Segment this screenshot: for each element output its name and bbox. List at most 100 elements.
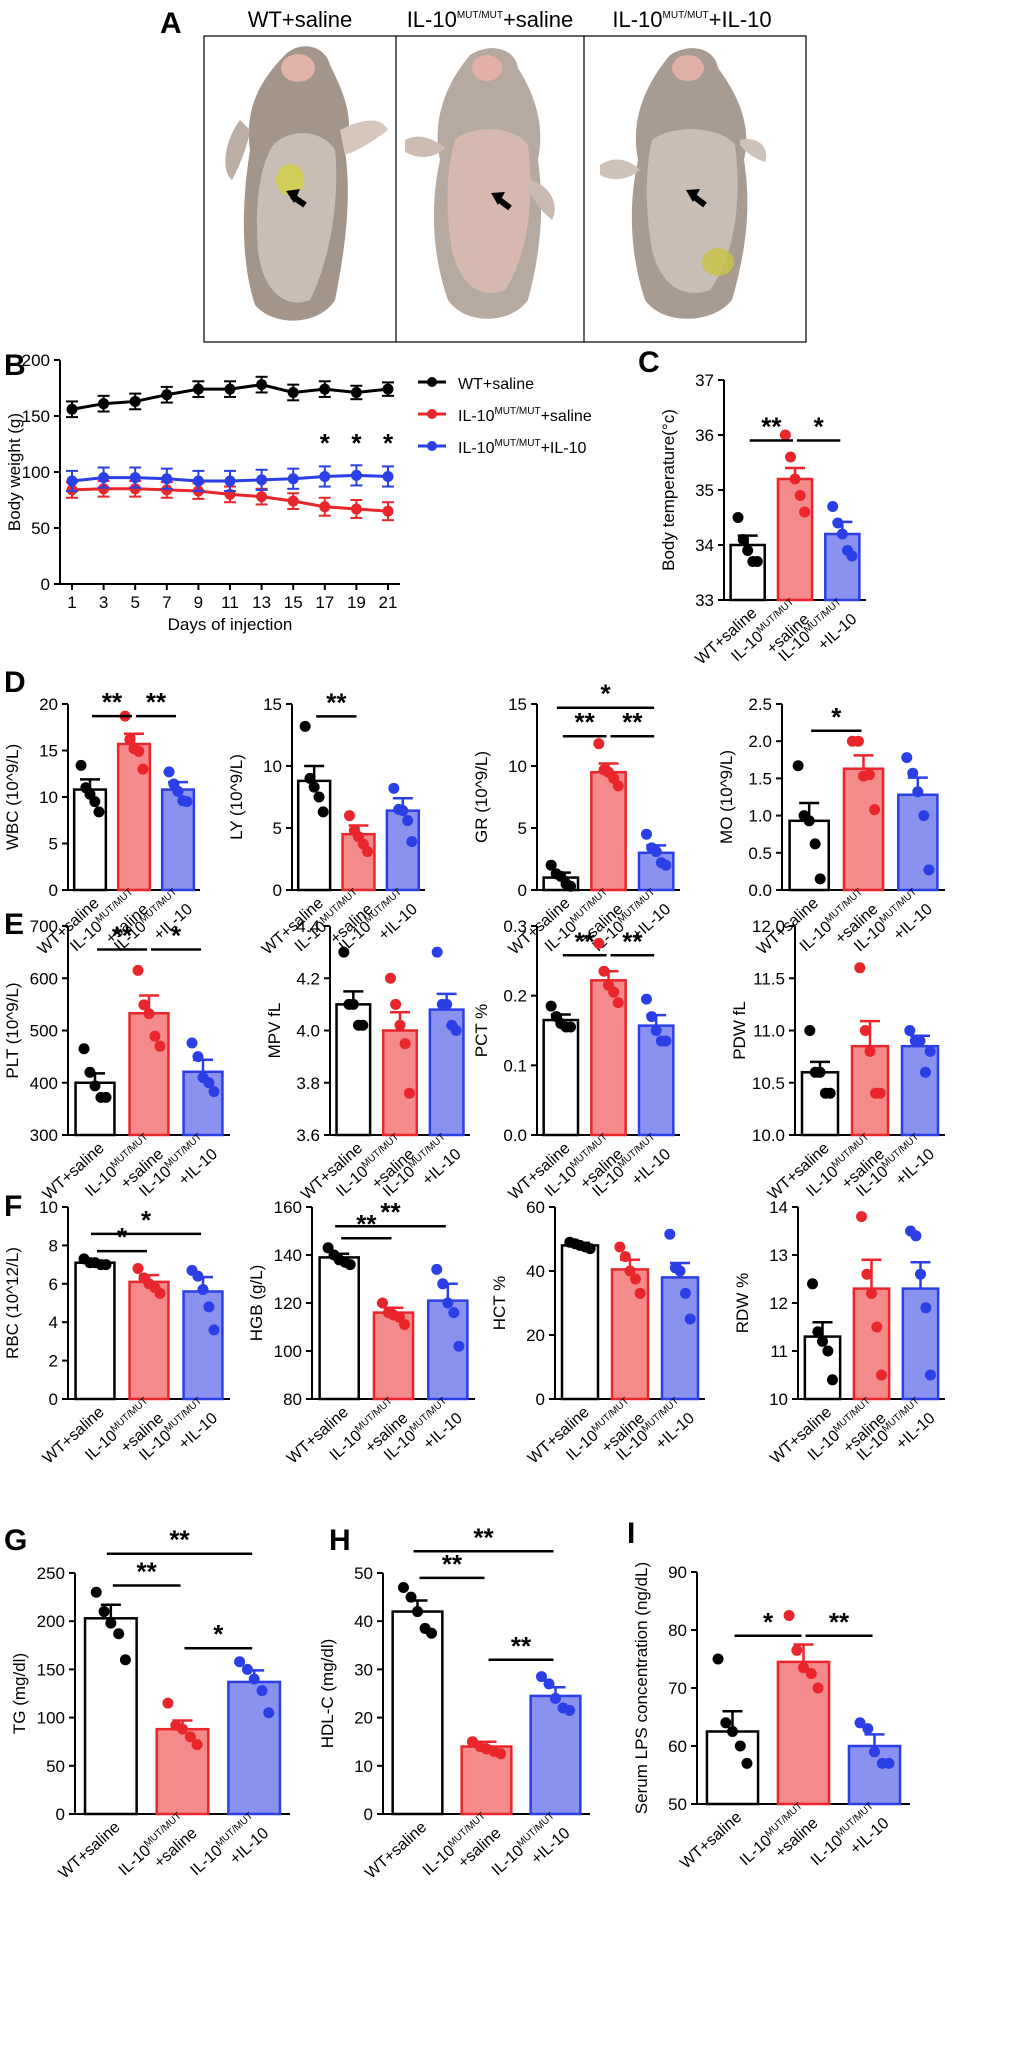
bar-group-mut: [776, 429, 814, 602]
y-axis-label: RDW %: [733, 1273, 752, 1333]
bar-wt: [800, 1071, 840, 1137]
data-point: [871, 1321, 883, 1333]
legend-label-il10: IL-10MUT/MUT+IL-10: [458, 438, 586, 457]
significance-star: *: [383, 428, 394, 458]
y-axis-label: GR (10^9/L): [472, 751, 491, 843]
data-point: [737, 534, 749, 545]
y-tick-label: 0.1: [503, 1056, 527, 1075]
data-point: [98, 1606, 110, 1618]
panel-label-g: G: [4, 1524, 27, 1557]
y-tick-label: 70: [668, 1679, 687, 1698]
y-tick-label: 0.2: [503, 987, 527, 1006]
y-tick-label: 10: [39, 1198, 58, 1217]
data-point: [550, 1692, 561, 1704]
significance-star: **: [511, 1631, 532, 1661]
bar-wt: [705, 1730, 760, 1806]
data-point: [798, 1662, 809, 1674]
data-point: [98, 472, 110, 484]
y-tick-label: 700: [30, 917, 58, 936]
bar-mut: [776, 477, 814, 602]
y-tick-label: 34: [695, 536, 714, 555]
data-point: [402, 815, 414, 827]
bar-il10: [897, 793, 939, 892]
y-tick-label: 12.0: [752, 917, 785, 936]
panel-label-c: C: [638, 346, 660, 379]
significance-star: **: [146, 687, 167, 717]
y-axis-label: TG (mg/dl): [10, 1653, 29, 1734]
data-point: [287, 386, 299, 398]
data-point: [287, 495, 299, 507]
data-point: [203, 1077, 215, 1089]
photo-title-mut-saline: IL-10MUT/MUT+saline: [407, 7, 574, 32]
bar-group-mut: [590, 738, 627, 892]
data-point: [732, 512, 744, 523]
data-point: [100, 1091, 112, 1103]
bar-il10: [824, 532, 861, 602]
y-tick-label: 0: [49, 881, 58, 900]
data-point: [674, 1265, 686, 1277]
data-point: [608, 986, 620, 998]
bar-il10: [660, 1276, 700, 1401]
photo-title-wt: WT+saline: [248, 7, 353, 32]
legend-marker-mut: [427, 409, 437, 419]
data-point: [263, 1707, 275, 1719]
y-tick-label: 11.5: [753, 969, 785, 988]
x-label-wt: WT+saline: [362, 1819, 430, 1883]
y-tick-label: 50: [46, 1757, 65, 1776]
data-point: [545, 859, 557, 871]
x-tick-label: 3: [99, 593, 108, 612]
data-point: [660, 1035, 672, 1047]
data-point: [684, 1313, 696, 1325]
y-axis-label: PDW fL: [730, 1001, 749, 1060]
y-tick-label: 33: [695, 591, 714, 610]
data-point: [854, 962, 866, 974]
bar-group-mut: [842, 735, 885, 892]
y-tick-label: 36: [695, 426, 714, 445]
x-tick-label: 21: [379, 593, 398, 612]
bar-mut: [381, 1029, 419, 1137]
data-point: [803, 815, 815, 827]
bar-group-il10: [182, 1037, 224, 1137]
y-tick-label: 400: [30, 1074, 58, 1093]
y-tick-label: 4.4: [296, 917, 320, 936]
y-tick-label: 150: [22, 407, 50, 426]
data-point: [308, 781, 320, 793]
y-tick-label: 10: [769, 1390, 788, 1409]
y-tick-label: 8: [49, 1236, 58, 1255]
bar-group-mut: [852, 1211, 891, 1401]
y-tick-label: 5: [518, 819, 527, 838]
significance-star: **: [112, 921, 133, 951]
data-point: [918, 810, 930, 822]
bar-group-il10: [427, 1263, 469, 1401]
data-point: [619, 1251, 631, 1263]
y-tick-label: 11.0: [753, 1022, 785, 1041]
significance-star: *: [213, 1619, 224, 1649]
bar-group-mut: [590, 937, 627, 1137]
panel-label-i: I: [627, 1517, 635, 1550]
data-point: [441, 998, 453, 1010]
y-tick-label: 37: [695, 371, 714, 390]
data-point: [545, 1000, 557, 1012]
bar-il10: [901, 1287, 940, 1401]
data-point: [350, 503, 362, 515]
series-mut: [66, 479, 394, 522]
bar-group-mut: [372, 1297, 415, 1401]
data-point: [319, 501, 331, 513]
y-tick-label: 0: [364, 1805, 373, 1824]
data-point: [89, 796, 101, 808]
y-tick-label: 30: [354, 1660, 373, 1679]
data-point: [864, 1045, 876, 1057]
data-point: [397, 1581, 409, 1593]
data-point: [734, 1740, 746, 1752]
data-point: [100, 1259, 112, 1271]
data-point: [751, 556, 763, 567]
data-point: [874, 1087, 886, 1099]
y-axis-label: HDL-C (mg/dl): [318, 1639, 337, 1749]
data-point: [543, 1678, 555, 1690]
data-point: [161, 473, 173, 485]
